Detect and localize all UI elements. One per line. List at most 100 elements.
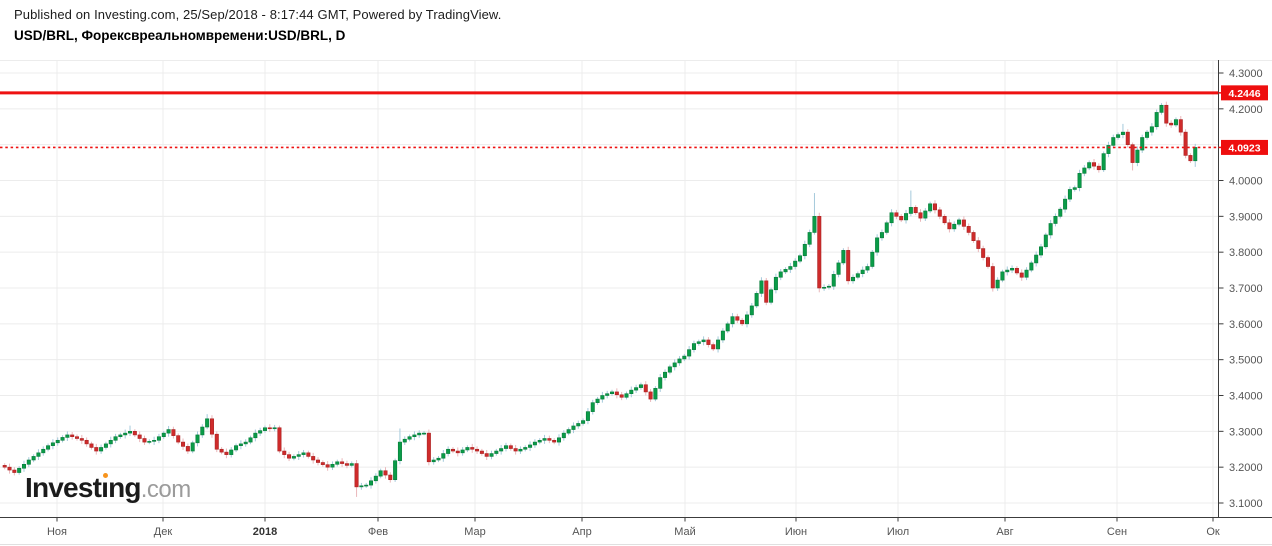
candle [754,293,759,307]
candle [364,484,369,487]
candle [744,314,749,325]
candle [1034,254,1039,264]
candle [773,276,778,291]
chart-title: USD/BRL, Форексвреальномвремени:USD/BRL,… [14,28,346,43]
time-tick-label: Май [674,526,696,538]
candle [171,429,176,436]
price-tick-label: 3.4000 [1229,391,1263,403]
candle [330,463,335,468]
logo-suffix: .com [140,476,192,503]
candle [802,243,807,257]
candle [908,207,913,214]
candle [1159,104,1164,113]
candle [1101,153,1106,171]
candle [441,453,446,459]
candle [1120,131,1125,135]
candle [687,349,692,357]
candle [614,391,619,396]
time-tick-label: 2018 [253,526,277,538]
candle [17,467,22,473]
candle [1039,246,1044,256]
candle [667,366,672,373]
candle [12,469,17,473]
candle [817,216,822,289]
candle [590,402,595,412]
time-tick-label: Сен [1107,526,1127,538]
candle [995,279,1000,289]
price-tick-label: 3.9000 [1229,211,1263,223]
candle [1014,267,1019,274]
candle [788,266,793,270]
candle [234,445,239,451]
candle [884,222,889,233]
candle [537,439,542,443]
candle [894,212,899,217]
candle [373,475,378,482]
candle [759,280,764,294]
candle [566,429,571,434]
candle [470,447,475,450]
candle [499,448,504,452]
candle [248,437,253,443]
candle [161,432,166,438]
candle [262,427,267,431]
candle [1029,262,1034,271]
candle [1111,137,1116,146]
candle [359,485,364,488]
candle [513,448,518,452]
candle [195,434,200,444]
candle [976,240,981,249]
candle [879,232,884,239]
candle [653,388,658,400]
candle [2,465,7,468]
price-badge [1221,139,1268,155]
candle [870,251,875,267]
price-tick-label: 3.8000 [1229,247,1263,259]
candle [1087,162,1092,169]
candle [1082,167,1087,174]
candle [672,362,677,368]
candle [576,423,581,427]
candle [764,280,769,303]
candle [123,432,128,436]
candle [1149,126,1154,133]
logo-orange-dot-icon [102,473,108,478]
candle [981,248,986,258]
candle [7,466,12,471]
candle [1010,267,1015,271]
candle [966,226,971,233]
candle [306,452,311,457]
candle [952,223,957,230]
candle [561,432,566,439]
candle [1058,208,1063,217]
candle [431,459,436,463]
candle [60,437,65,441]
candle [846,250,851,282]
candle [460,449,465,454]
candle [624,393,629,398]
candle [166,429,171,434]
candle [79,438,84,441]
candle [291,456,296,459]
candle [1178,119,1183,133]
candle [749,305,754,316]
candle [349,463,354,466]
candle [118,434,123,438]
candle [629,389,634,395]
candle [1077,173,1082,188]
candle [152,439,157,442]
candle [1053,216,1058,224]
candle [556,437,561,443]
candle [21,463,26,469]
published-caption: Published on Investing.com, 25/Sep/2018 … [14,7,502,22]
candle [682,355,687,360]
candle [243,441,248,445]
candle [696,341,701,344]
time-tick-label: Авг [996,526,1013,538]
candle [147,441,152,443]
candle [94,447,99,452]
candle [1164,104,1169,124]
time-tick-label: Апр [572,526,591,538]
